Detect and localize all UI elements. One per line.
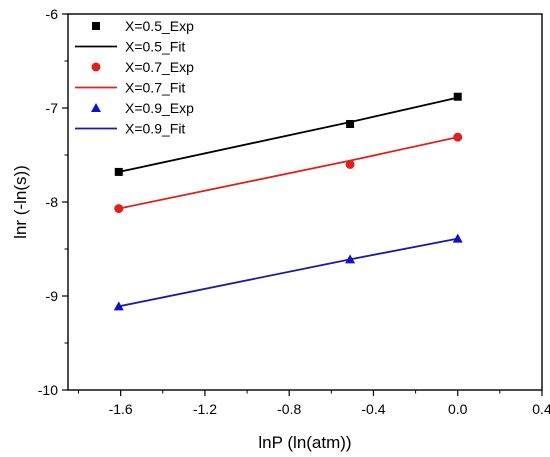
legend-marker-swatch [91, 62, 101, 72]
data-point [345, 159, 355, 169]
series-5-fit-line [118, 237, 458, 308]
x-tick-label: -0.4 [361, 401, 385, 417]
x-tick-label: 0.0 [448, 401, 468, 417]
series-2-exp-points [114, 132, 463, 214]
x-tick-label: 0.4 [532, 401, 550, 417]
fit-line [118, 237, 458, 308]
legend-item: X=0.9_Exp [91, 100, 194, 116]
plot-area [113, 92, 463, 311]
y-tick-label: -8 [46, 194, 59, 210]
y-tick-label: -6 [46, 6, 59, 22]
y-tick-label: -7 [46, 100, 59, 116]
series-0-exp-points [114, 92, 462, 176]
legend-marker-swatch [92, 22, 100, 30]
x-tick-label: -1.2 [193, 401, 217, 417]
legend-item: X=0.5_Fit [75, 39, 185, 55]
legend-label: X=0.9_Exp [125, 100, 194, 116]
legend-marker-swatch [91, 103, 101, 112]
legend-label: X=0.7_Exp [125, 59, 194, 75]
data-point [452, 233, 463, 243]
legend: X=0.5_Exp X=0.5_Fit X=0.7_Exp X=0.7_Fit X=0.… [75, 18, 194, 137]
x-axis-title: lnP (ln(atm)) [258, 433, 351, 452]
legend-item: X=0.7_Fit [75, 80, 185, 96]
x-tick-label: -1.6 [109, 401, 133, 417]
legend-label: X=0.9_Fit [125, 121, 185, 137]
data-point [345, 254, 356, 264]
data-point [114, 204, 124, 214]
x-tick-label: -0.8 [277, 401, 301, 417]
y-tick-label: -10 [38, 382, 58, 398]
legend-label: X=0.7_Fit [125, 80, 185, 96]
axes: -1.6 -1.2 -0.8 -0.4 0.0 0.4 -10 -9 -8 -7 -6 [38, 6, 550, 417]
legend-label: X=0.5_Fit [125, 39, 185, 55]
y-tick-label: -9 [46, 288, 59, 304]
fit-line [118, 136, 458, 210]
series-4-exp-points [113, 233, 463, 311]
y-axis-title: lnr (-ln(s)) [11, 165, 30, 239]
legend-item: X=0.5_Exp [92, 18, 194, 34]
legend-item: X=0.9_Fit [75, 121, 185, 137]
legend-item: X=0.7_Exp [91, 59, 194, 75]
data-point [346, 119, 355, 128]
series-3-fit-line [118, 136, 458, 210]
legend-label: X=0.5_Exp [125, 18, 194, 34]
data-point [113, 301, 124, 311]
data-point [453, 92, 462, 101]
data-point [453, 132, 463, 142]
data-point [114, 167, 123, 176]
